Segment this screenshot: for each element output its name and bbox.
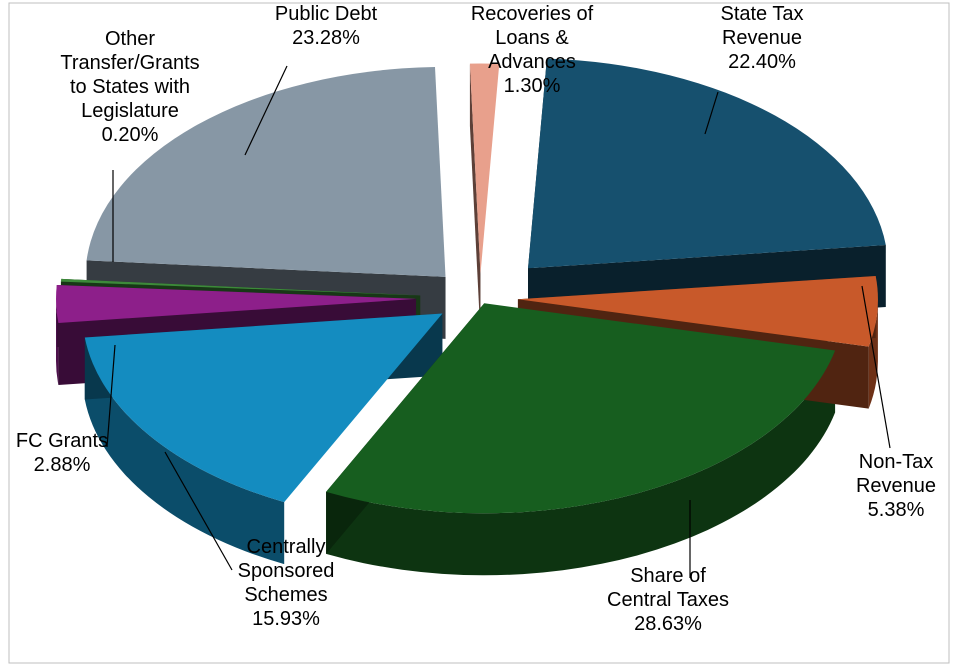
data-label-value: 0.20%	[102, 124, 159, 146]
data-label-line: Recoveries of	[471, 3, 594, 25]
data-label-line: Public Debt	[275, 3, 378, 25]
data-label-value: 15.93%	[252, 608, 320, 630]
data-label-line: Transfer/Grants	[60, 52, 199, 74]
slice-other-transfer-grants-to-states-with-legislature	[60, 278, 421, 296]
data-label-line: Share of	[630, 565, 706, 587]
data-label-line: Loans &	[495, 27, 569, 49]
slice-wall-recoveries-of-loans-advances	[469, 63, 481, 336]
data-label-line: Central Taxes	[607, 589, 729, 611]
leader-public-debt	[244, 65, 288, 156]
data-label-line: to States with	[70, 76, 190, 98]
data-label-line: Legislature	[81, 100, 179, 122]
data-label-line: Non-Tax	[859, 451, 933, 473]
slice-recoveries-of-loans-advances	[469, 63, 500, 274]
data-label-value: 2.88%	[34, 454, 91, 476]
slice-side-share-of-central-taxes	[326, 350, 836, 576]
data-label-value: 28.63%	[634, 613, 702, 635]
data-label-value: 22.40%	[728, 51, 796, 73]
data-label-line: State Tax	[720, 3, 803, 25]
leader-lines	[106, 65, 891, 578]
data-label-state-tax-revenue: State Tax Revenue 22.40%	[720, 3, 803, 73]
data-label-public-debt: Public Debt 23.28%	[275, 3, 378, 49]
data-label-non-tax-revenue: Non-Tax Revenue 5.38%	[856, 451, 936, 521]
pie-tops	[56, 58, 886, 514]
leader-centrally-sponsored-schemes	[164, 451, 233, 571]
data-label-line: Advances	[488, 51, 576, 73]
data-label-line: FC Grants	[16, 430, 108, 452]
slice-non-tax-revenue	[517, 276, 878, 347]
slice-centrally-sponsored-schemes	[84, 313, 443, 503]
data-label-line: Sponsored	[238, 560, 335, 582]
slice-state-tax-revenue	[528, 58, 886, 269]
leader-non-tax-revenue	[861, 285, 891, 449]
chart-frame	[8, 2, 950, 664]
data-label-recoveries-of-loans-advances: Recoveries of Loans & Advances 1.30%	[471, 3, 594, 97]
data-label-line: Schemes	[244, 584, 327, 606]
data-label-fc-grants: FC Grants 2.88%	[16, 430, 108, 476]
data-label-share-of-central-taxes: Share of Central Taxes 28.63%	[607, 565, 729, 635]
data-label-other-transfer-grants-to-states-with-legislature: Other Transfer/Grants to States with Legisl…	[60, 28, 199, 146]
slice-fc-grants	[56, 285, 417, 323]
data-label-value: 5.38%	[868, 499, 925, 521]
data-label-line: Other	[105, 28, 155, 50]
data-label-line: Centrally	[247, 536, 326, 558]
leader-state-tax-revenue	[704, 91, 719, 135]
data-label-line: Revenue	[856, 475, 936, 497]
data-label-line: Revenue	[722, 27, 802, 49]
leader-fc-grants	[106, 344, 116, 448]
data-label-value: 1.30%	[504, 75, 561, 97]
data-label-centrally-sponsored-schemes: Centrally Sponsored Schemes 15.93%	[238, 536, 335, 630]
data-label-value: 23.28%	[292, 27, 360, 49]
slice-side-centrally-sponsored-schemes	[84, 337, 285, 565]
slice-public-debt	[86, 67, 446, 277]
slice-share-of-central-taxes	[326, 303, 836, 514]
data-labels: State Tax Revenue 22.40%Non-Tax Revenue 5.38…	[16, 3, 936, 635]
